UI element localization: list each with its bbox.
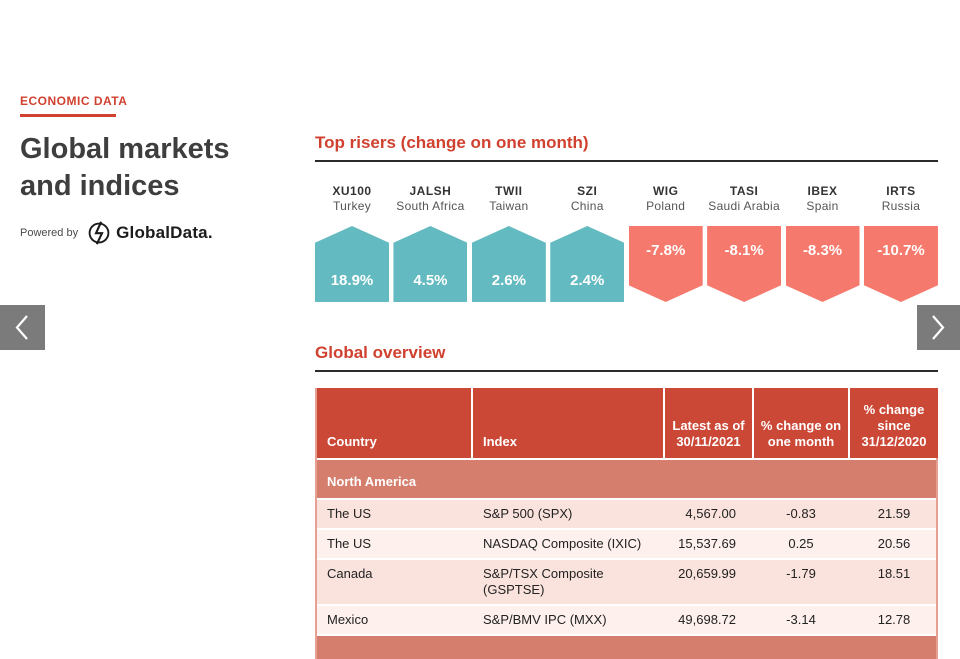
riser-value: 18.9%	[330, 272, 374, 289]
eyebrow-rule	[20, 114, 116, 117]
riser-symbol: SZI	[577, 184, 598, 198]
table-header-row: Country Index Latest as of 30/11/2021 % …	[317, 388, 938, 460]
overview-table: Country Index Latest as of 30/11/2021 % …	[315, 388, 938, 659]
chevron-left-icon	[0, 305, 45, 350]
powered-by: Powered by GlobalData.	[20, 221, 290, 245]
page-title-line2: and indices	[20, 170, 180, 202]
riser-country: Turkey	[332, 199, 372, 213]
riser-value: 2.6%	[491, 272, 526, 289]
riser-value: -10.7%	[877, 242, 925, 259]
riser-item: WIG Poland -7.8%	[628, 184, 703, 302]
cell-change-month: -0.83	[786, 506, 816, 521]
riser-symbol: IRTS	[886, 184, 916, 198]
riser-country: Taiwan	[489, 199, 529, 213]
riser-up-badge: 2.6%	[471, 226, 546, 302]
column-header-country: Country	[317, 388, 471, 458]
cell-change-month: -3.14	[786, 612, 816, 627]
cell-index: S&P/BMV IPC (MXX)	[483, 612, 607, 627]
top-risers-rule	[315, 160, 938, 162]
riser-country: China	[570, 199, 604, 213]
riser-symbol: WIG	[652, 184, 679, 198]
riser-down-badge: -8.3%	[785, 226, 860, 302]
powered-by-label: Powered by	[20, 227, 79, 239]
globaldata-wordmark: GlobalData.	[116, 223, 213, 242]
riser-symbol: JALSH	[409, 184, 452, 198]
riser-item: IRTS Russia -10.7%	[863, 184, 938, 302]
table-row: The US NASDAQ Composite (IXIC) 15,537.69…	[317, 530, 936, 560]
cell-index: S&P/TSX Composite (GSPTSE)	[483, 566, 604, 597]
riser-symbol: XU100	[332, 184, 372, 198]
page-title: Global markets and indices	[20, 131, 290, 205]
riser-item: TASI Saudi Arabia -8.1%	[707, 184, 782, 302]
column-header-change-ytd: % change since 31/12/2020	[850, 388, 938, 458]
cell-change-ytd: 20.56	[877, 536, 911, 551]
chevron-right-icon	[917, 305, 960, 350]
cell-change-ytd: 18.51	[877, 566, 911, 581]
column-header-latest: Latest as of 30/11/2021	[665, 388, 752, 458]
global-overview-rule	[315, 370, 938, 372]
column-header-change-month: % change on one month	[754, 388, 848, 458]
riser-country: South Africa	[396, 199, 465, 213]
riser-value: -7.8%	[646, 242, 686, 259]
riser-item: TWII Taiwan 2.6%	[471, 184, 546, 302]
riser-value: 4.5%	[413, 272, 448, 289]
table-section-row: North America	[317, 460, 936, 500]
riser-up-badge: 18.9%	[315, 226, 389, 302]
riser-down-badge: -7.8%	[628, 226, 703, 302]
cell-latest: 15,537.69	[678, 536, 736, 551]
riser-up-badge: 2.4%	[550, 226, 625, 302]
column-header-index: Index	[473, 388, 663, 458]
riser-value: -8.1%	[724, 242, 764, 259]
cell-country: The US	[327, 536, 372, 551]
cell-country: Canada	[327, 566, 373, 581]
cell-index: S&P 500 (SPX)	[483, 506, 573, 521]
riser-down-badge: -10.7%	[863, 226, 938, 302]
cell-latest: 20,659.99	[678, 566, 736, 581]
cell-latest: 4,567.00	[685, 506, 736, 521]
table-section-row	[317, 636, 936, 659]
riser-item: XU100 Turkey 18.9%	[315, 184, 389, 302]
riser-country: Saudi Arabia	[708, 199, 780, 213]
carousel-next-button[interactable]	[917, 305, 960, 350]
intro-panel: ECONOMIC DATA Global markets and indices…	[20, 94, 290, 245]
globaldata-icon	[87, 221, 111, 245]
cell-latest: 49,698.72	[678, 612, 736, 627]
riser-symbol: IBEX	[807, 184, 838, 198]
riser-item: SZI China 2.4%	[550, 184, 625, 302]
riser-item: IBEX Spain -8.3%	[785, 184, 860, 302]
cell-change-ytd: 12.78	[877, 612, 911, 627]
cell-change-month: -1.79	[786, 566, 816, 581]
cell-country: Mexico	[327, 612, 369, 627]
riser-country: Poland	[646, 199, 686, 213]
risers-row: XU100 Turkey 18.9% JALSH South Africa 4.…	[315, 184, 938, 302]
eyebrow-label: ECONOMIC DATA	[20, 94, 128, 108]
riser-down-badge: -8.1%	[707, 226, 782, 302]
table-row: The US S&P 500 (SPX) 4,567.00 -0.83 21.5…	[317, 500, 936, 530]
carousel-prev-button[interactable]	[0, 305, 45, 350]
cell-index: NASDAQ Composite (IXIC)	[483, 536, 642, 551]
global-overview-section: Global overview Country Index Latest as …	[315, 342, 938, 659]
table-row: Mexico S&P/BMV IPC (MXX) 49,698.72 -3.14…	[317, 606, 936, 636]
top-risers-section: Top risers (change on one month) XU100 T…	[315, 132, 938, 302]
riser-symbol: TASI	[729, 184, 759, 198]
riser-up-badge: 4.5%	[393, 226, 468, 302]
global-overview-heading: Global overview	[315, 343, 446, 362]
content-panel: Top risers (change on one month) XU100 T…	[315, 132, 938, 659]
page-title-line1: Global markets	[20, 133, 230, 165]
table-row: Canada S&P/TSX Composite (GSPTSE) 20,659…	[317, 560, 936, 606]
globaldata-logo: GlobalData.	[87, 221, 213, 245]
cell-change-ytd: 21.59	[877, 506, 911, 521]
cell-change-month: 0.25	[788, 536, 814, 551]
riser-value: 2.4%	[570, 272, 605, 289]
riser-country: Spain	[806, 199, 839, 213]
riser-symbol: TWII	[495, 184, 523, 198]
riser-item: JALSH South Africa 4.5%	[393, 184, 468, 302]
cell-country: The US	[327, 506, 372, 521]
riser-value: -8.3%	[802, 242, 843, 259]
riser-country: Russia	[881, 199, 921, 213]
top-risers-heading: Top risers (change on one month)	[315, 133, 589, 152]
